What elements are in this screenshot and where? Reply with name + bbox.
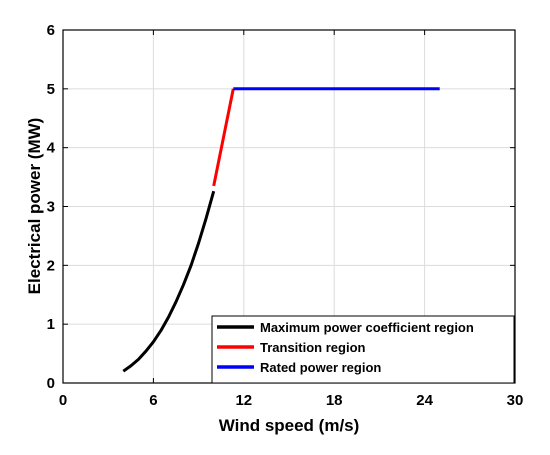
x-tick-label: 12 xyxy=(235,392,252,409)
legend-label-transition: Transition region xyxy=(260,340,366,355)
x-tick-label: 0 xyxy=(59,392,67,409)
y-tick-labels: 0 1 2 3 4 5 6 xyxy=(47,22,56,392)
x-tick-label: 30 xyxy=(507,392,524,409)
y-tick-label: 1 xyxy=(47,316,55,333)
x-tick-labels: 0 6 12 18 24 30 xyxy=(59,392,524,409)
series-line-transition xyxy=(212,88,235,187)
legend: Maximum power coefficient region Transiti… xyxy=(211,315,515,384)
y-tick-label: 3 xyxy=(47,199,55,216)
y-tick-label: 6 xyxy=(47,22,55,39)
series-layer xyxy=(122,87,440,373)
series-line-max-power-coefficient xyxy=(122,190,216,373)
x-tick-label: 24 xyxy=(416,392,433,409)
legend-box xyxy=(211,315,515,384)
x-axis-label: Wind speed (m/s) xyxy=(219,416,360,435)
x-tick-label: 18 xyxy=(326,392,343,409)
legend-label-max-power-coefficient: Maximum power coefficient region xyxy=(260,320,474,335)
x-tick-label: 6 xyxy=(149,392,157,409)
legend-label-rated-power: Rated power region xyxy=(260,360,381,375)
y-axis-label: Electrical power (MW) xyxy=(25,118,44,295)
y-tick-label: 4 xyxy=(47,140,56,157)
y-tick-label: 0 xyxy=(47,375,55,392)
y-tick-label: 2 xyxy=(47,257,55,274)
y-tick-label: 5 xyxy=(47,81,55,98)
